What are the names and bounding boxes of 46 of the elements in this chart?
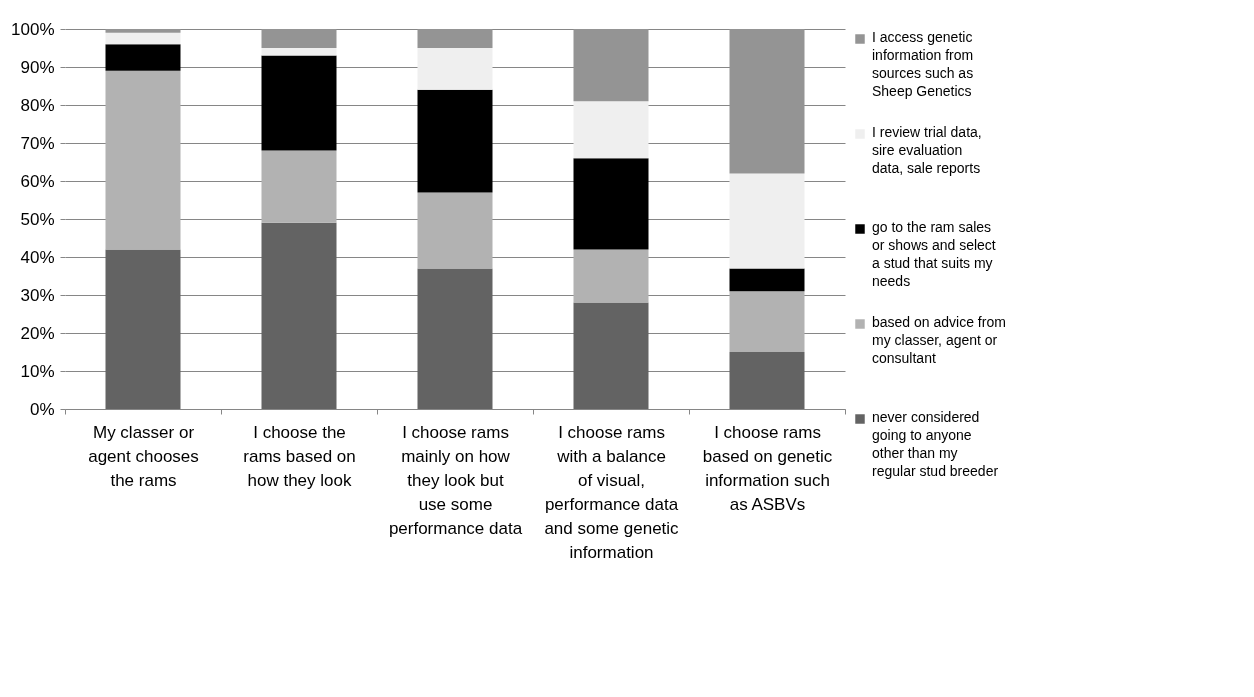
y-tick-label: 40% [20, 247, 55, 267]
legend-label: I access genetic information from sources such as Sheep Genetics [872, 29, 974, 99]
y-tick-label: 30% [20, 285, 55, 305]
bar [729, 291, 805, 352]
x-tick-label: I choose rams based on genetic information such as ASBVs [702, 422, 833, 514]
bar [417, 29, 493, 48]
bar [261, 29, 337, 48]
y-tick-label: 80% [20, 95, 55, 115]
y-tick-label: 20% [20, 323, 55, 343]
y-tick-label: 70% [20, 133, 55, 153]
legend-label: I review trial data, sire evaluation data, sale reports [872, 124, 982, 176]
bar [573, 249, 649, 303]
bar [105, 249, 181, 409]
y-tick-label: 90% [20, 57, 55, 77]
x-tick-label: I choose rams mainly on how they look but use some performance data [388, 422, 523, 538]
bar [417, 89, 493, 193]
bar [573, 302, 649, 409]
bar [261, 55, 337, 151]
bar [573, 101, 649, 159]
bar [105, 44, 181, 71]
bar [261, 48, 337, 56]
x-tick-label: I choose the rams based on how they look [243, 422, 356, 490]
y-tick-label: 0% [29, 399, 55, 419]
bar [417, 268, 493, 409]
legend-label: based on advice from my classer, agent or consultant [872, 314, 1006, 366]
legend-label: never considered going to anyone other than my regular stud breeder [872, 409, 999, 479]
bar [729, 173, 805, 269]
y-tick-label: 10% [20, 361, 55, 381]
bar [729, 352, 805, 409]
bar [105, 32, 181, 45]
bar [573, 158, 649, 250]
y-tick-label: 60% [20, 171, 55, 191]
bar [417, 48, 493, 90]
y-tick-label: 100% [11, 19, 55, 39]
bar [105, 70, 181, 250]
bar [417, 192, 493, 269]
bar [105, 29, 181, 33]
bar [729, 268, 805, 292]
x-tick-label: I choose rams with a balance of visual, performance data and some genetic information [544, 422, 680, 562]
bar [573, 29, 649, 102]
bar [729, 29, 805, 174]
x-tick-label: My classer or agent chooses the rams [88, 422, 199, 490]
bar [261, 150, 337, 223]
bar [261, 222, 337, 409]
legend-label: go to the ram sales or shows and select a stud that suits my needs [872, 219, 996, 289]
y-tick-label: 50% [20, 209, 55, 229]
